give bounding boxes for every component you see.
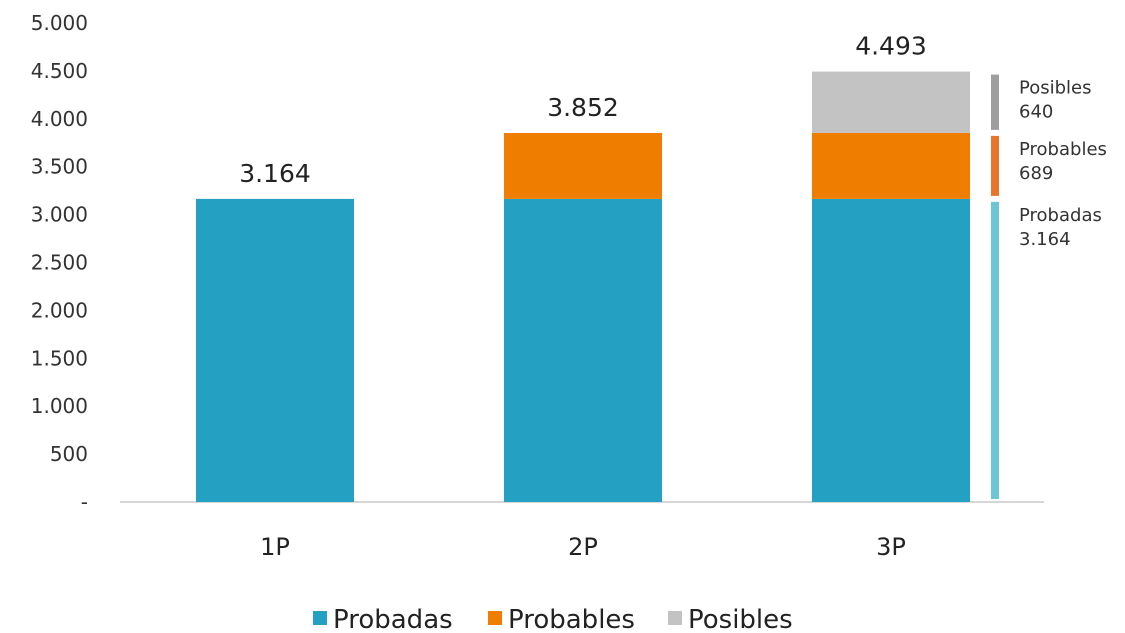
legend-label: Probadas: [333, 605, 453, 633]
annotation-bar-probadas: [991, 201, 999, 499]
y-tick-label: 5.000: [31, 11, 88, 35]
y-tick-label: 1.000: [31, 394, 88, 418]
x-axis: 1P 2P 3P: [260, 533, 906, 561]
y-tick-label: -: [81, 490, 88, 514]
x-tick-label: 1P: [260, 533, 290, 561]
legend: Probadas Probables Posibles: [313, 605, 793, 633]
y-tick-label: 2.000: [31, 298, 88, 322]
bar-probables-3p: [812, 132, 970, 199]
annotation-bar-posibles: [991, 74, 999, 130]
x-tick-label: 2P: [568, 533, 598, 561]
legend-swatch-probables: [488, 611, 502, 625]
y-axis: - 500 1.000 1.500 2.000 2.500 3.000 3.500 4.000 4…: [31, 11, 88, 514]
bar-posibles-3p: [812, 71, 970, 133]
total-labels: 3.164 3.852 4.493: [239, 32, 927, 188]
stack-annotations: Posibles 640 Probables 689 Probadas 3.164: [991, 74, 1107, 499]
annotation-name: Probadas: [1019, 205, 1102, 226]
annotation-value: 640: [1019, 102, 1053, 123]
y-tick-label: 3.500: [31, 155, 88, 179]
total-label: 3.852: [547, 93, 619, 122]
y-tick-label: 1.500: [31, 346, 88, 370]
bar-probables-2p: [504, 132, 662, 199]
y-tick-label: 4.500: [31, 59, 88, 83]
y-tick-label: 4.000: [31, 107, 88, 131]
y-tick-label: 500: [50, 442, 88, 466]
x-tick-label: 3P: [876, 533, 906, 561]
bar-probadas-3p: [812, 198, 970, 502]
bar-probadas-2p: [504, 198, 662, 502]
annotation-bar-probables: [991, 135, 999, 196]
total-label: 3.164: [239, 159, 311, 188]
legend-swatch-probadas: [313, 611, 327, 625]
annotation-name: Probables: [1019, 139, 1107, 160]
annotation-value: 3.164: [1019, 229, 1071, 250]
annotation-name: Posibles: [1019, 78, 1091, 99]
y-tick-label: 2.500: [31, 251, 88, 275]
bar-probadas-1p: [196, 198, 354, 502]
annotation-value: 689: [1019, 163, 1053, 184]
legend-label: Probables: [508, 605, 635, 633]
legend-swatch-posibles: [668, 611, 682, 625]
bars: [196, 71, 970, 502]
total-label: 4.493: [855, 32, 927, 61]
y-tick-label: 3.000: [31, 203, 88, 227]
legend-label: Posibles: [688, 605, 793, 633]
